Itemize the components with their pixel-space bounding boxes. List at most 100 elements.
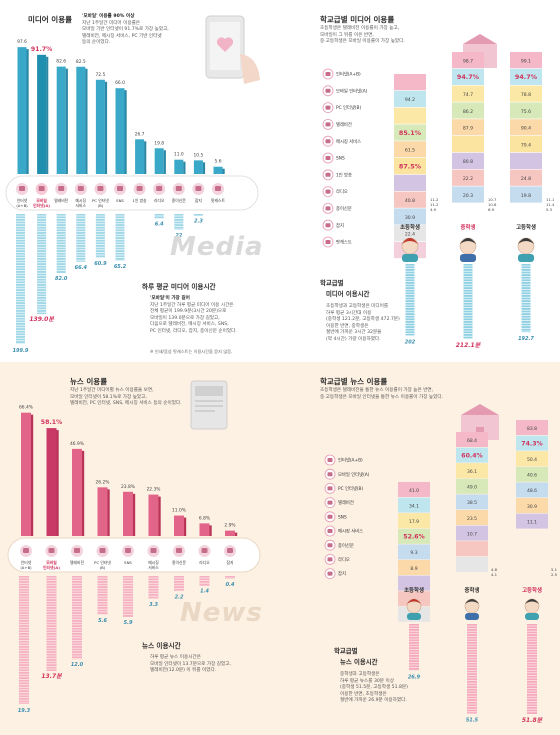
grade-media-time-desc: 초등학생과 고등학생은 미디어를 하루 평균 3시간대 이용 (중학생 121.2분… <box>326 304 436 344</box>
usage-bar <box>115 88 125 174</box>
legend-icon-glyph <box>325 139 331 144</box>
time-bar <box>76 214 86 262</box>
news-stack-value: 40.6 <box>527 473 537 479</box>
usage-value: 72.5 <box>96 72 106 78</box>
news-stack-small-value: 2.5 <box>551 572 558 577</box>
news-time-value: 5.9 <box>124 620 133 626</box>
usage-bar-side <box>202 162 206 174</box>
stack-small-value: 4.9 <box>430 207 437 212</box>
news-watermark: News <box>180 598 263 628</box>
news-time-value: 13.7분 <box>41 673 62 680</box>
stack-segment <box>394 191 426 208</box>
legend-label: SNS <box>336 156 345 162</box>
stack-segment <box>510 52 542 69</box>
time-value: 139.0분 <box>29 316 54 323</box>
usage-bar <box>37 54 47 174</box>
news-label-2: (A+B) <box>20 565 32 570</box>
news-bar-side <box>56 430 59 536</box>
desc-line: (중학생 51.5분, 고등학생 51.8분) <box>340 685 408 691</box>
desc-line: '모바일'이 가장 길어 <box>150 296 190 301</box>
desc-line: 이용한 반면, 중학생은 <box>326 323 369 329</box>
usage-bar <box>76 66 86 174</box>
news-bar <box>199 523 210 536</box>
news-stack-value: 11.1 <box>527 519 537 525</box>
news-bar <box>72 448 82 536</box>
legend-label: 종이신문 <box>336 205 352 212</box>
news-value: 22.3% <box>147 487 161 493</box>
grade-time-bar <box>463 264 473 339</box>
grade-media-time-title2: 미디어 이용시간 <box>326 290 370 298</box>
news-stack-value: 38.5 <box>467 500 477 506</box>
news-total-time-value: 19.3 <box>18 708 31 714</box>
student-body-icon <box>518 254 534 262</box>
media-icon-glyph <box>77 186 84 191</box>
stack-small-value: 11.1 <box>546 197 555 202</box>
news-value: 66.4% <box>19 405 33 411</box>
news-stack-value: 50.4 <box>527 457 537 463</box>
desc-line: 중학생과 고등학생은 <box>340 672 380 677</box>
stack-segment <box>510 68 542 85</box>
news-value: 11.0% <box>172 508 186 514</box>
desc-line: 절반에 가까운 26.9분 이용하였다. <box>340 698 407 704</box>
news-stack-value: 23.5 <box>467 516 477 522</box>
usage-value: 91.7% <box>31 46 52 53</box>
stack-segment <box>394 90 426 107</box>
student-hair-icon <box>525 599 539 604</box>
icon-band <box>7 537 261 573</box>
student-body-icon <box>525 613 539 620</box>
news-time-title: 뉴스 이용시간 <box>142 642 181 650</box>
news-grade-label: 중학생 <box>465 586 480 594</box>
desc-line: '모바일' 이용률 90% 이상 <box>82 14 135 19</box>
stack-segment <box>394 158 426 175</box>
stack-value: 94.7% <box>515 73 538 81</box>
usage-bar-side <box>222 168 225 174</box>
student-hair-icon <box>407 599 421 604</box>
time-bar <box>56 214 66 273</box>
student-hair-icon <box>460 238 476 244</box>
media-label-1: PC 인터넷 <box>92 198 109 203</box>
news-time-bar <box>46 576 57 671</box>
usage-bar <box>135 139 145 174</box>
legend-label: 라디오 <box>338 556 350 563</box>
stack-segment <box>452 186 484 203</box>
grade-news-time-desc: 중학생과 고등학생은 하루 평균 뉴스를 30분 이상 (중학생 51.5분, 고등… <box>340 672 450 705</box>
media-label-2: (B) <box>98 203 104 208</box>
stack-value: 74.7 <box>463 92 473 98</box>
grade-label: 초등학생 <box>400 223 420 231</box>
stack-segment <box>510 152 542 169</box>
media-icon-glyph <box>38 186 45 191</box>
news-stack-value: 8.9 <box>410 566 417 572</box>
media-icon-glyph <box>58 186 65 191</box>
usage-value: 26.7 <box>135 131 145 137</box>
legend-label: 메시징 서비스 <box>338 528 363 535</box>
media-label-1: 인터넷 <box>17 198 28 203</box>
news-bar <box>46 428 57 536</box>
news-bar <box>225 530 235 536</box>
legend-icon-glyph <box>325 189 331 194</box>
legend-icon-glyph <box>327 500 333 505</box>
desc-line: 이용한 반면, 초등학생은 <box>340 691 387 697</box>
grade-news-chart: 인터넷(A+B) 모바일 인터넷(A) PC 인터넷(B) 텔레비전 SNS 메시징 서비… <box>324 420 558 724</box>
usage-bar-side <box>85 68 88 174</box>
legend-icon-glyph <box>327 529 333 533</box>
news-stack-segment <box>456 556 488 572</box>
stack-segment <box>452 119 484 136</box>
news-value: 23.8% <box>121 484 135 490</box>
time-value: 66.4 <box>75 265 88 271</box>
news-bar-side <box>209 525 212 536</box>
news-bar <box>97 487 108 536</box>
time-value: 60.9 <box>94 261 107 267</box>
desc-line: PC 인터넷, 라디오, 잡지, 종이신문 순이었다. <box>150 328 237 334</box>
stack-value: 22.2 <box>463 176 473 182</box>
desc-line: 텔레비전, 메시징 서비스, PC 기반 인터넷 <box>82 33 162 39</box>
news-value: 46.9% <box>70 441 84 447</box>
news-stack-value: 74.3% <box>521 440 542 447</box>
legend-label: 모바일 인터넷(A) <box>338 471 370 478</box>
stack-small-value: 10.7 <box>488 197 497 202</box>
legend-icon-glyph <box>327 571 333 576</box>
legend-label: 텔레비전 <box>336 121 352 128</box>
news-bar <box>21 412 31 536</box>
legend-label: 인터넷(A+B) <box>336 71 361 78</box>
grade-time-value: 192.7 <box>518 336 534 342</box>
news-stack-value: 60.4% <box>461 452 482 459</box>
